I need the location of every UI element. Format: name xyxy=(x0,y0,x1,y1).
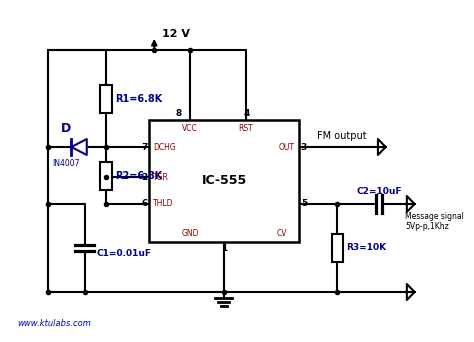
Polygon shape xyxy=(72,139,87,155)
Text: DCHG: DCHG xyxy=(153,143,176,152)
Text: FM output: FM output xyxy=(318,131,367,141)
Text: IC-555: IC-555 xyxy=(201,174,247,187)
Text: 4: 4 xyxy=(244,109,250,118)
Text: R2=6.8K: R2=6.8K xyxy=(115,171,162,181)
Text: VCC: VCC xyxy=(182,124,198,133)
Text: RST: RST xyxy=(238,124,253,133)
Text: GND: GND xyxy=(181,229,199,238)
Text: C2=10uF: C2=10uF xyxy=(356,187,401,196)
Text: C1=0.01uF: C1=0.01uF xyxy=(96,249,151,258)
Text: 6: 6 xyxy=(141,199,147,209)
Text: R3=10K: R3=10K xyxy=(346,244,386,252)
Bar xyxy=(100,85,112,113)
Text: OUT: OUT xyxy=(279,143,295,152)
Text: Message signal
5Vp-p,1Khz: Message signal 5Vp-p,1Khz xyxy=(405,212,464,232)
Text: www.ktulabs.com: www.ktulabs.com xyxy=(18,319,91,328)
Text: CV: CV xyxy=(276,229,287,238)
Bar xyxy=(100,162,112,190)
Text: 8: 8 xyxy=(176,109,182,118)
Text: R1=6.8K: R1=6.8K xyxy=(115,94,162,104)
Text: 5: 5 xyxy=(301,199,307,209)
Text: 1: 1 xyxy=(220,244,227,253)
Text: THLD: THLD xyxy=(153,199,174,209)
Bar xyxy=(149,120,299,242)
Text: 7: 7 xyxy=(141,143,147,152)
Text: TGR: TGR xyxy=(153,172,169,182)
Text: D: D xyxy=(60,122,71,135)
Bar xyxy=(332,234,343,262)
Text: 2: 2 xyxy=(141,172,147,182)
Text: 12 V: 12 V xyxy=(162,29,190,39)
Text: 3: 3 xyxy=(301,143,307,152)
Text: IN4007: IN4007 xyxy=(52,159,79,168)
